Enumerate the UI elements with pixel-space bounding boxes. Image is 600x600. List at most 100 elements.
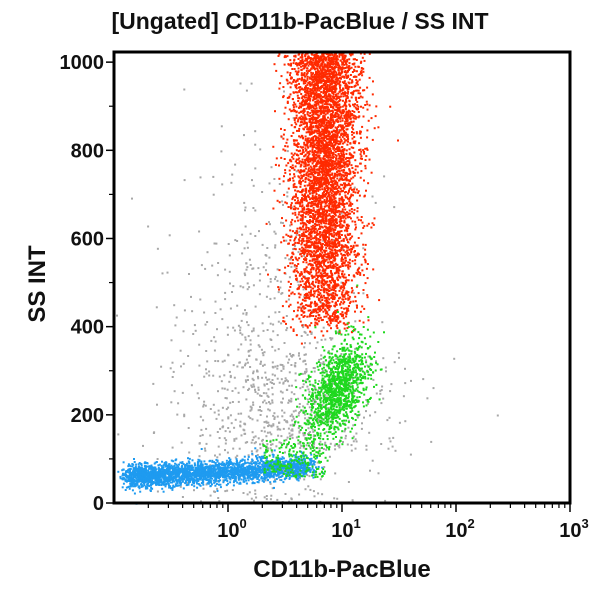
event-point-gray [239, 425, 242, 428]
event-point-gray [298, 406, 301, 409]
event-point-red [319, 215, 322, 218]
event-point-red [330, 57, 333, 60]
event-point-red [354, 223, 357, 226]
event-point-gray [394, 449, 397, 452]
event-point-red [321, 171, 323, 174]
event-point-red [332, 107, 335, 110]
event-point-red [326, 296, 329, 299]
event-point-gray [183, 413, 186, 416]
event-point-red [295, 270, 298, 273]
event-point-red [297, 199, 300, 202]
event-point-red [354, 117, 357, 120]
event-point-red [301, 189, 303, 192]
event-point-gray [290, 391, 293, 394]
event-point-red [300, 307, 303, 310]
event-point-red [358, 142, 361, 145]
event-point-red [325, 132, 328, 134]
event-point-red [289, 262, 292, 265]
event-point-gray [263, 421, 266, 424]
event-point-gray [271, 401, 274, 404]
event-point-red [347, 109, 350, 112]
event-point-red [324, 70, 327, 73]
event-point-red [302, 195, 305, 197]
event-point-gray [307, 427, 310, 430]
event-point-gray [229, 307, 232, 310]
event-point-red [304, 139, 307, 142]
event-point-gray [265, 262, 268, 265]
event-point-red [344, 122, 347, 125]
event-point-red [323, 71, 326, 74]
event-point-red [303, 117, 306, 120]
event-point-red [313, 292, 316, 295]
event-point-red [372, 80, 374, 83]
event-point-red [334, 153, 337, 156]
event-point-gray [329, 412, 332, 415]
event-point-red [320, 77, 323, 80]
event-point-red [344, 139, 347, 142]
event-point-red [349, 67, 352, 70]
event-point-red [323, 55, 326, 58]
event-point-red [324, 85, 327, 88]
event-point-red [318, 122, 321, 125]
event-point-gray [224, 490, 227, 493]
event-point-red [330, 138, 333, 141]
event-point-red [309, 92, 312, 95]
event-point-red [303, 170, 306, 172]
event-point-red [335, 57, 338, 60]
event-point-red [320, 81, 323, 84]
event-point-gray [324, 338, 327, 341]
event-point-red [335, 80, 338, 83]
event-point-gray [259, 447, 262, 450]
event-point-red [306, 325, 309, 328]
event-point-red [318, 310, 321, 313]
event-point-gray [198, 364, 201, 367]
event-point-gray [256, 419, 259, 422]
event-point-gray [231, 173, 234, 176]
event-point-red [321, 124, 324, 127]
event-point-gray [342, 441, 344, 443]
event-point-red [356, 89, 359, 92]
event-point-red [286, 96, 289, 99]
event-point-gray [381, 385, 384, 388]
event-point-red [297, 207, 300, 210]
event-point-red [342, 178, 345, 181]
event-point-gray [226, 489, 229, 492]
event-point-gray [234, 163, 237, 166]
event-point-gray [285, 315, 288, 317]
event-point-red [310, 264, 313, 267]
event-point-red [320, 144, 323, 147]
event-point-red [336, 222, 338, 225]
event-point-red [357, 218, 360, 221]
event-point-red [323, 213, 326, 216]
event-point-red [300, 243, 303, 246]
event-point-gray [250, 82, 253, 85]
event-point-red [314, 135, 316, 138]
event-point-red [339, 163, 342, 166]
event-point-red [334, 74, 336, 77]
event-point-gray [309, 442, 312, 445]
event-point-red [308, 130, 310, 133]
event-point-red [289, 72, 292, 74]
event-point-red [285, 300, 288, 303]
event-point-red [320, 180, 323, 183]
event-point-gray [172, 370, 175, 373]
event-point-red [297, 150, 300, 153]
event-point-red [332, 93, 335, 96]
event-point-gray [265, 435, 268, 438]
event-point-gray [388, 416, 391, 419]
event-point-red [343, 307, 346, 310]
event-point-red [320, 308, 323, 311]
event-point-red [309, 228, 312, 231]
event-point-red [326, 168, 329, 171]
event-point-gray [153, 431, 156, 434]
event-point-gray [310, 410, 313, 413]
event-point-red [298, 179, 301, 182]
event-point-gray [262, 364, 264, 367]
event-point-red [352, 103, 354, 106]
event-point-red [322, 302, 324, 305]
event-point-red [288, 305, 290, 308]
event-point-gray [232, 326, 235, 329]
event-point-red [322, 74, 325, 77]
event-point-red [319, 292, 322, 295]
event-point-red [342, 294, 345, 297]
